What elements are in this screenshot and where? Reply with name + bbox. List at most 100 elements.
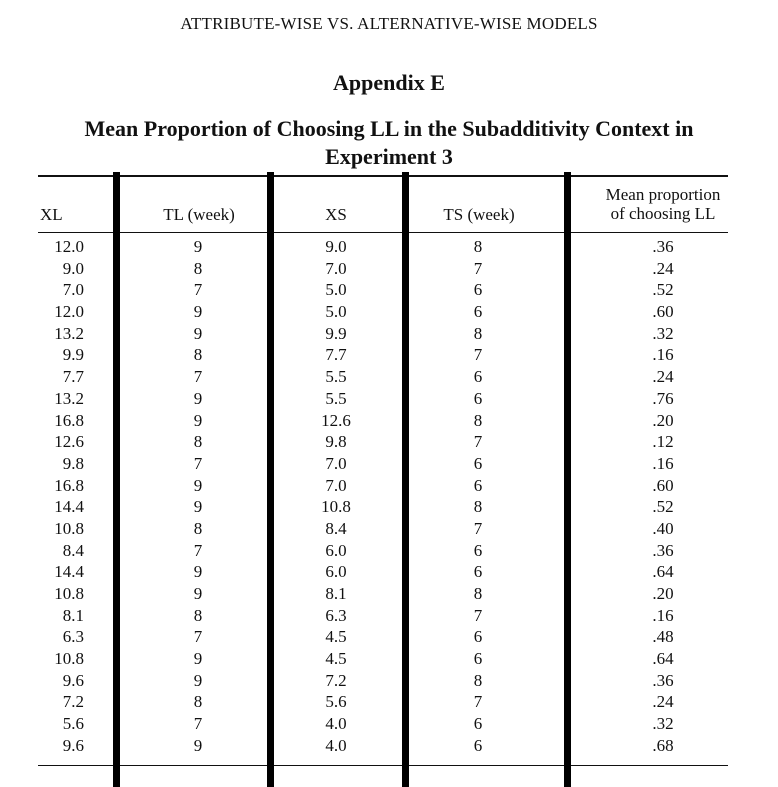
table-title-line-2: Experiment 3 bbox=[325, 144, 453, 169]
table-header-rule bbox=[38, 232, 728, 233]
cell-xs: 4.0 bbox=[325, 735, 347, 755]
column-divider-bar-4 bbox=[564, 172, 571, 787]
cell-mp: .16 bbox=[652, 605, 674, 625]
cell-mp: .24 bbox=[652, 692, 674, 712]
cell-mp: .48 bbox=[652, 627, 674, 647]
cell-ts: 8 bbox=[473, 323, 483, 343]
cell-xl: 9.6 bbox=[62, 670, 84, 690]
cell-tl: 7 bbox=[193, 280, 203, 300]
cell-mp: .16 bbox=[652, 453, 674, 473]
cell-xs: 7.0 bbox=[325, 258, 347, 278]
cell-xs: 7.2 bbox=[325, 670, 347, 690]
cell-xs: 9.0 bbox=[325, 237, 347, 256]
table-row: 5.6 7 4.0 6 .32 bbox=[0, 713, 778, 735]
cell-mp: .20 bbox=[652, 410, 674, 430]
cell-tl: 8 bbox=[193, 345, 203, 365]
cell-ts: 7 bbox=[473, 692, 483, 712]
cell-ts: 7 bbox=[473, 518, 483, 538]
header-mean-proportion-line-2: of choosing LL bbox=[610, 204, 716, 223]
table-row: 7.0 7 5.0 6 .52 bbox=[0, 279, 778, 301]
cell-xl: 9.0 bbox=[62, 258, 84, 278]
cell-xl: 13.2 bbox=[54, 323, 84, 343]
cell-tl: 9 bbox=[193, 475, 203, 495]
column-divider-bar-2 bbox=[267, 172, 274, 787]
cell-mp: .60 bbox=[652, 302, 674, 322]
cell-mp: .64 bbox=[652, 649, 674, 669]
table-row: 8.1 8 6.3 7 .16 bbox=[0, 605, 778, 627]
table-row: 9.6 9 4.0 6 .68 bbox=[0, 735, 778, 757]
cell-xl: 13.2 bbox=[54, 388, 84, 408]
cell-tl: 7 bbox=[193, 540, 203, 560]
cell-ts: 7 bbox=[473, 258, 483, 278]
cell-xs: 6.0 bbox=[325, 562, 347, 582]
table-row: 13.2 9 9.9 8 .32 bbox=[0, 323, 778, 345]
cell-xl: 14.4 bbox=[54, 497, 84, 517]
cell-mp: .32 bbox=[652, 323, 674, 343]
column-divider-bar-1 bbox=[113, 172, 120, 787]
cell-ts: 8 bbox=[473, 497, 483, 517]
cell-ts: 6 bbox=[473, 388, 483, 408]
cell-xl: 9.6 bbox=[62, 735, 84, 755]
cell-ts: 8 bbox=[473, 584, 483, 603]
table-row: 7.2 8 5.6 7 .24 bbox=[0, 691, 778, 713]
cell-tl: 9 bbox=[193, 584, 203, 603]
cell-xs: 5.0 bbox=[325, 302, 347, 322]
cell-xl: 12.0 bbox=[54, 237, 84, 256]
cell-xl: 7.0 bbox=[62, 280, 84, 300]
cell-tl: 8 bbox=[193, 432, 203, 452]
cell-mp: .36 bbox=[652, 237, 674, 256]
cell-mp: .52 bbox=[652, 280, 674, 300]
cell-ts: 6 bbox=[473, 302, 483, 322]
cell-ts: 6 bbox=[473, 453, 483, 473]
cell-tl: 7 bbox=[193, 627, 203, 647]
cell-xl: 10.8 bbox=[54, 584, 84, 603]
table-row: 10.8 9 8.1 8 .20 bbox=[0, 583, 778, 605]
table-top-rule bbox=[38, 175, 728, 177]
table-row: 9.6 9 7.2 8 .36 bbox=[0, 670, 778, 692]
cell-tl: 9 bbox=[193, 735, 203, 755]
cell-xl: 12.6 bbox=[54, 432, 84, 452]
table-row: 10.8 8 8.4 7 .40 bbox=[0, 518, 778, 540]
cell-tl: 7 bbox=[193, 453, 203, 473]
header-mean-proportion-line-1: Mean proportion bbox=[605, 185, 721, 204]
table-row: 12.6 8 9.8 7 .12 bbox=[0, 431, 778, 453]
cell-xl: 9.9 bbox=[62, 345, 84, 365]
cell-ts: 6 bbox=[473, 367, 483, 387]
cell-mp: .20 bbox=[652, 584, 674, 603]
cell-ts: 6 bbox=[473, 540, 483, 560]
cell-tl: 9 bbox=[193, 410, 203, 430]
table-bottom-rule bbox=[38, 765, 728, 766]
table-row: 10.8 9 4.5 6 .64 bbox=[0, 648, 778, 670]
cell-ts: 6 bbox=[473, 735, 483, 755]
cell-xl: 12.0 bbox=[54, 302, 84, 322]
cell-mp: .64 bbox=[652, 562, 674, 582]
cell-tl: 9 bbox=[193, 323, 203, 343]
cell-mp: .24 bbox=[652, 258, 674, 278]
cell-xs: 6.0 bbox=[325, 540, 347, 560]
cell-mp: .76 bbox=[652, 388, 674, 408]
table-row: 9.9 8 7.7 7 .16 bbox=[0, 344, 778, 366]
cell-tl: 9 bbox=[193, 302, 203, 322]
column-divider-bar-3 bbox=[402, 172, 409, 787]
cell-xl: 7.2 bbox=[62, 692, 84, 712]
cell-mp: .32 bbox=[652, 714, 674, 734]
cell-xs: 4.5 bbox=[325, 627, 347, 647]
table-row: 8.4 7 6.0 6 .36 bbox=[0, 540, 778, 562]
cell-tl: 7 bbox=[193, 367, 203, 387]
cell-tl: 7 bbox=[193, 714, 203, 734]
cell-xs: 8.1 bbox=[325, 584, 347, 603]
cell-mp: .36 bbox=[652, 670, 674, 690]
cell-mp: .12 bbox=[652, 432, 674, 452]
cell-tl: 8 bbox=[193, 518, 203, 538]
header-tl: TL (week) bbox=[163, 205, 235, 224]
table-title: Mean Proportion of Choosing LL in the Su… bbox=[0, 115, 778, 171]
cell-xs: 4.5 bbox=[325, 649, 347, 669]
cell-ts: 7 bbox=[473, 605, 483, 625]
table-row: 13.2 9 5.5 6 .76 bbox=[0, 388, 778, 410]
cell-tl: 9 bbox=[193, 497, 203, 517]
cell-xl: 9.8 bbox=[62, 453, 84, 473]
cell-tl: 9 bbox=[193, 237, 203, 256]
cell-ts: 6 bbox=[473, 562, 483, 582]
cell-mp: .68 bbox=[652, 735, 674, 755]
cell-ts: 7 bbox=[473, 345, 483, 365]
